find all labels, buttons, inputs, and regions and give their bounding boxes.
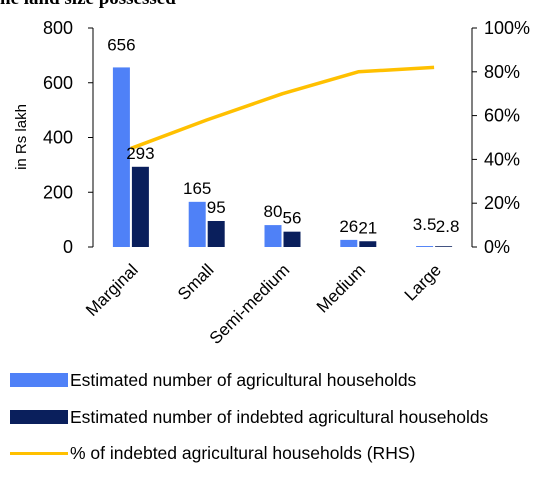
right-tick-label: 20% bbox=[484, 193, 520, 213]
bar-estimated bbox=[340, 239, 358, 247]
bar-indebted bbox=[435, 246, 453, 247]
data-label-indebted: 293 bbox=[126, 144, 154, 163]
data-label-estimated: 656 bbox=[107, 35, 135, 54]
pct-indebted-line bbox=[130, 65, 435, 151]
data-label-indebted: 95 bbox=[207, 198, 226, 217]
data-label-estimated: 165 bbox=[183, 179, 211, 198]
bar-estimated bbox=[112, 67, 130, 247]
data-label-estimated: 80 bbox=[264, 202, 283, 221]
left-tick-label: 200 bbox=[43, 182, 73, 202]
bar-indebted bbox=[283, 231, 301, 247]
left-tick-label: 600 bbox=[43, 73, 73, 93]
legend-item-pct: % of indebted agricultural households (R… bbox=[10, 439, 415, 467]
right-tick-label: 100% bbox=[484, 18, 530, 38]
bar-indebted bbox=[207, 220, 225, 247]
left-tick-label: 0 bbox=[63, 237, 73, 257]
legend-label-estimated: Estimated number of agricultural househo… bbox=[70, 369, 417, 390]
category-label: Large bbox=[401, 260, 445, 304]
right-tick-label: 40% bbox=[484, 149, 520, 169]
right-tick-label: 0% bbox=[484, 237, 510, 257]
y-axis-label: in Rs lakh bbox=[13, 104, 30, 170]
left-tick-label: 400 bbox=[43, 128, 73, 148]
category-label: Small bbox=[174, 260, 217, 303]
legend-swatch-pct bbox=[10, 451, 68, 455]
data-label-indebted: 56 bbox=[283, 209, 302, 228]
combo-chart: 0 200 400 600 800 0% 20% 40% 60% 80% 100% in Rs lak… bbox=[13, 18, 530, 348]
data-label-indebted: 2.8 bbox=[436, 217, 460, 236]
legend-item-indebted: Estimated number of indebted agricultura… bbox=[10, 403, 488, 431]
category-label: Semi-medium bbox=[206, 260, 294, 348]
data-label-indebted: 21 bbox=[358, 218, 377, 237]
category-label: Marginal bbox=[82, 260, 142, 320]
legend-label-pct: % of indebted agricultural households (R… bbox=[70, 442, 416, 463]
category-label: Medium bbox=[313, 260, 369, 316]
bar-estimated bbox=[416, 246, 434, 247]
right-tick-label: 60% bbox=[484, 106, 520, 126]
legend-swatch-estimated bbox=[10, 373, 68, 387]
chart-title-fragment: he land size possessed bbox=[0, 0, 176, 10]
right-tick-label: 80% bbox=[484, 62, 520, 82]
legend-swatch-indebted bbox=[10, 410, 68, 424]
left-tick-label: 800 bbox=[43, 18, 73, 38]
bar-estimated bbox=[264, 225, 282, 247]
bar-indebted bbox=[131, 166, 149, 247]
data-label-estimated: 3.5 bbox=[413, 215, 437, 234]
data-label-estimated: 26 bbox=[339, 217, 358, 236]
bar-indebted bbox=[359, 241, 377, 247]
legend-item-estimated: Estimated number of agricultural househo… bbox=[10, 366, 416, 394]
bar-estimated bbox=[188, 201, 206, 247]
legend-label-indebted: Estimated number of indebted agricultura… bbox=[70, 406, 489, 427]
